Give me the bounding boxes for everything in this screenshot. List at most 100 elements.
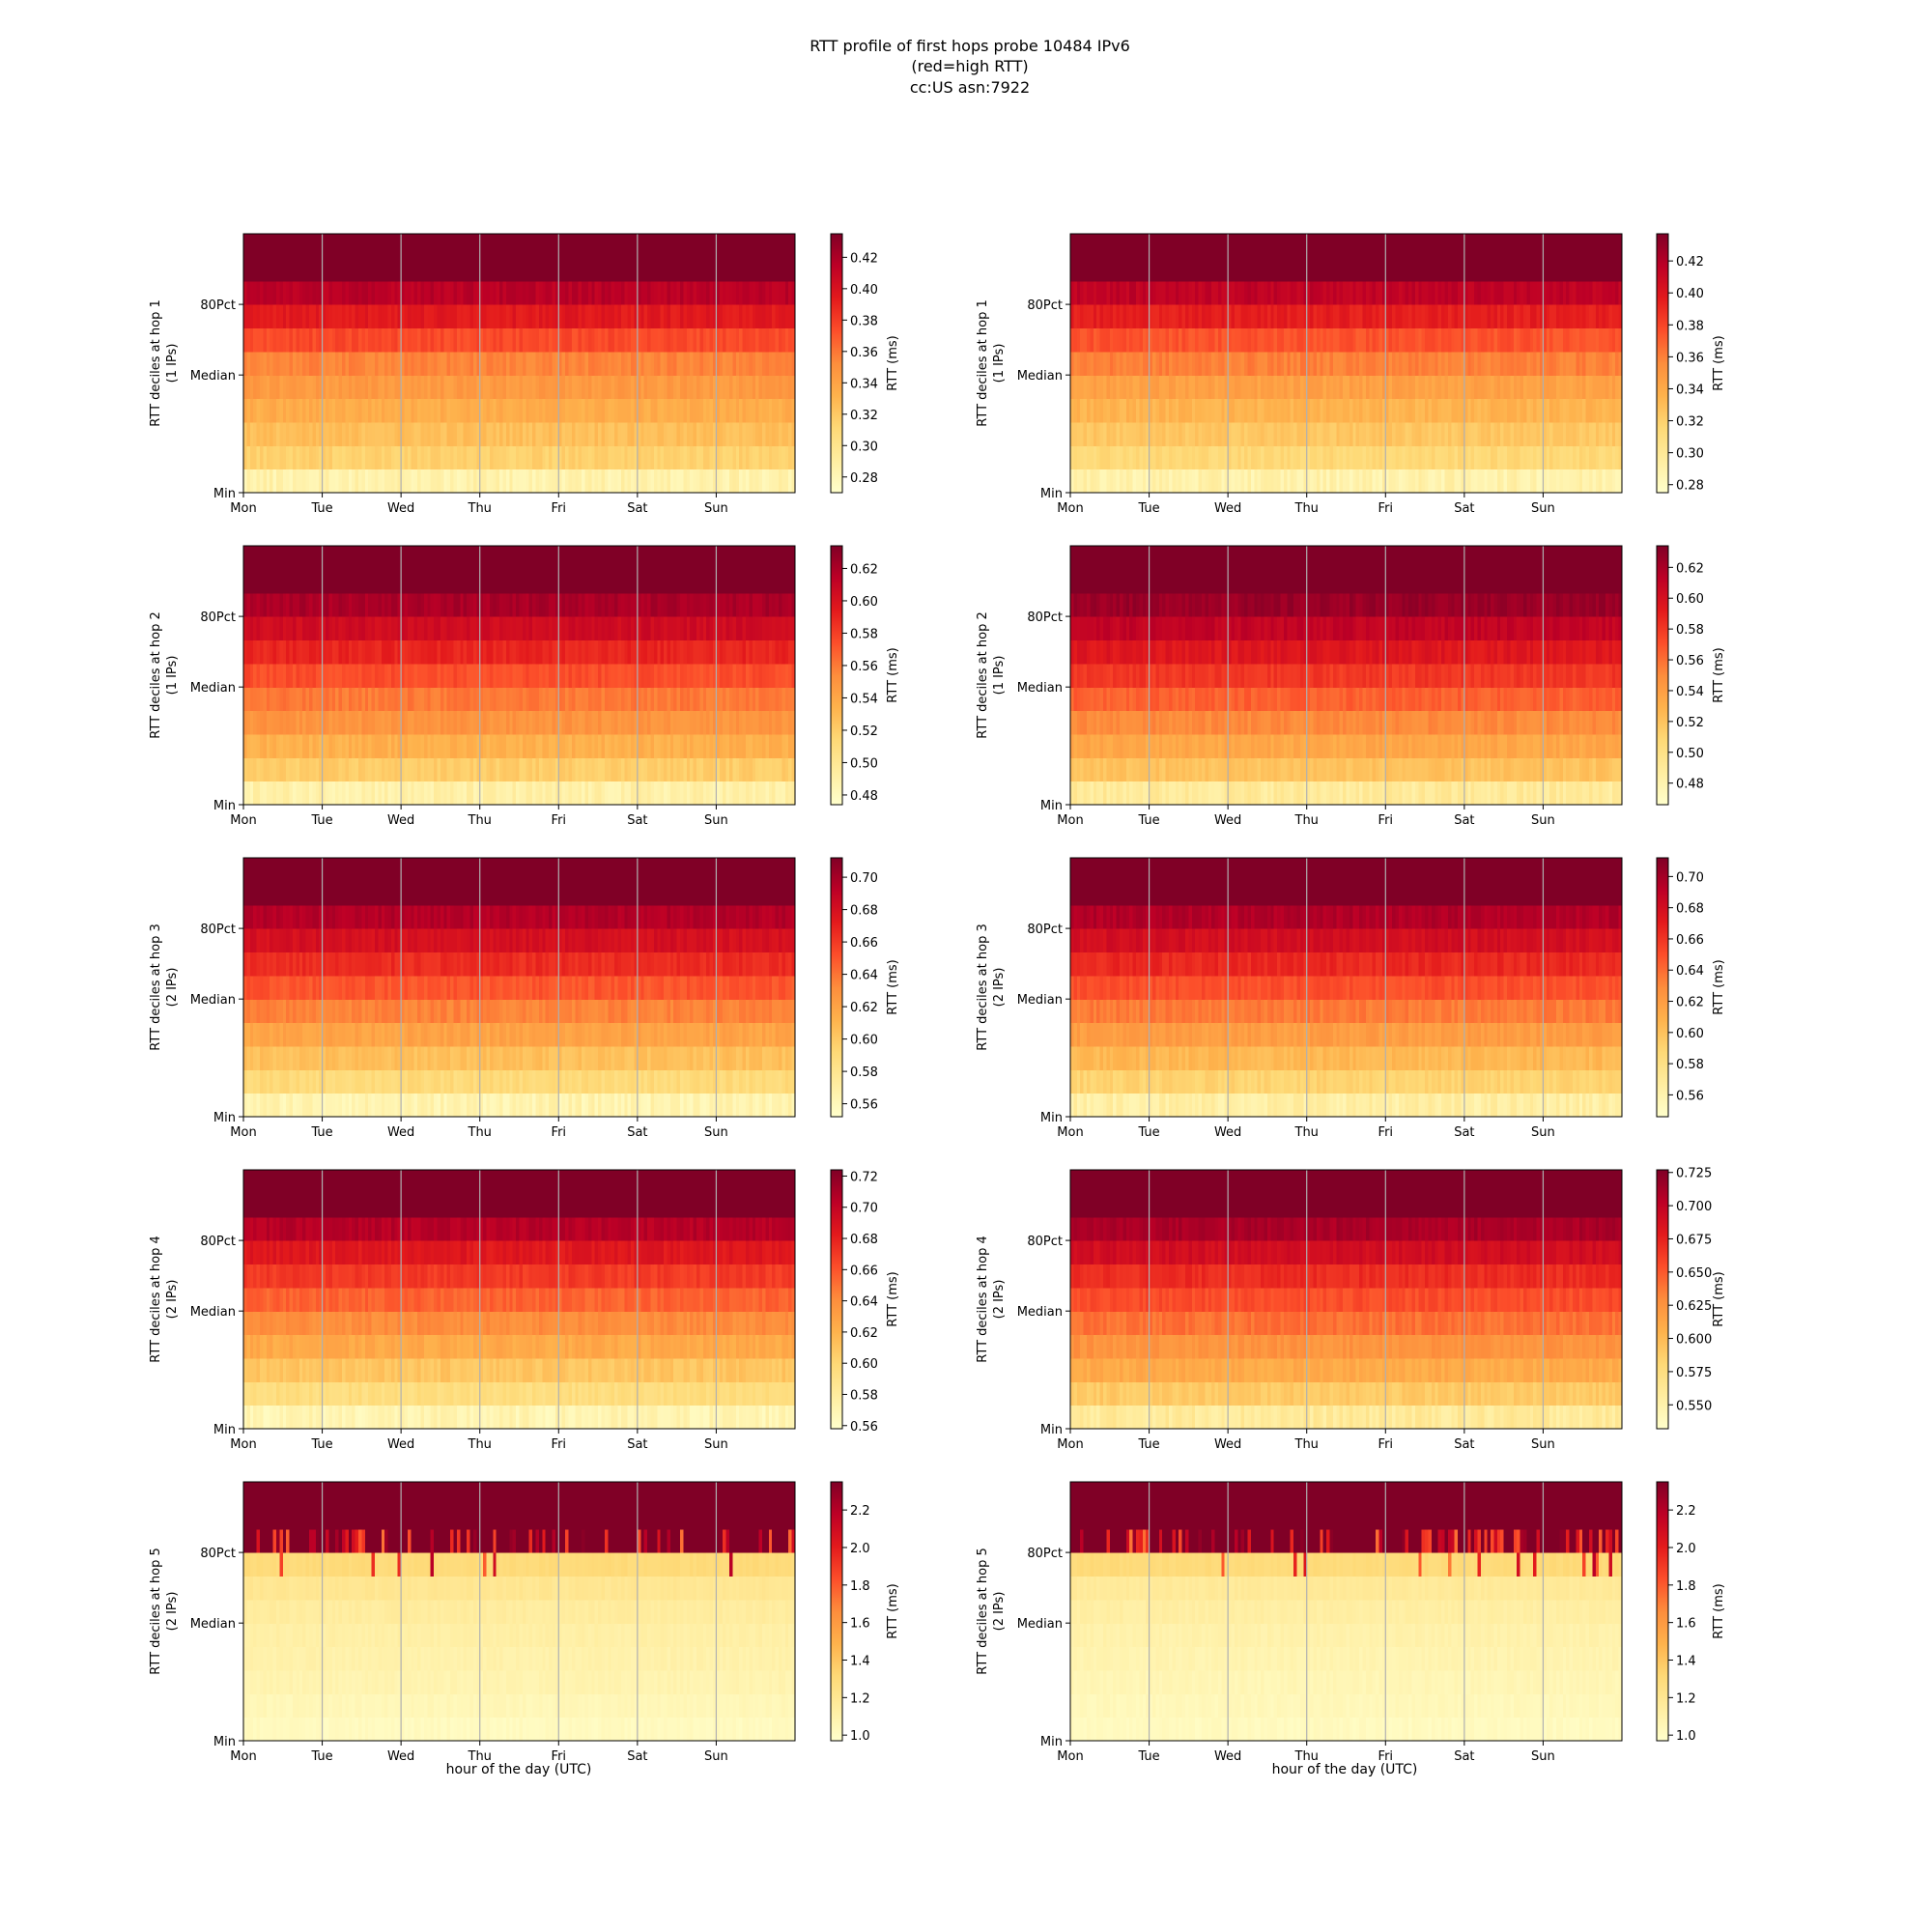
heatmap-cell	[653, 375, 658, 400]
heatmap-cell	[413, 421, 418, 446]
heatmap-cell	[275, 710, 280, 735]
heatmap-cell	[702, 445, 707, 470]
heatmap-cell	[683, 327, 688, 353]
heatmap-cell	[341, 351, 346, 376]
heatmap-cell	[611, 445, 615, 470]
heatmap-cell	[584, 469, 589, 494]
heatmap-cell	[331, 327, 336, 353]
heatmap-cell	[270, 398, 274, 423]
heatmap-cell	[554, 375, 559, 400]
heatmap-cell	[499, 327, 504, 353]
heatmap-cell	[657, 469, 662, 494]
heatmap-cell	[538, 469, 543, 494]
heatmap-cell	[772, 445, 777, 470]
heatmap-cell	[384, 398, 389, 423]
heatmap-cell	[413, 639, 418, 665]
heatmap-cell	[784, 469, 789, 494]
heatmap-cell	[669, 375, 674, 400]
heatmap-cell	[690, 398, 695, 423]
heatmap-cell	[643, 398, 648, 423]
heatmap-cell	[463, 421, 468, 446]
heatmap-cell	[420, 327, 425, 353]
heatmap-cell	[430, 469, 435, 494]
heatmap-cell	[660, 375, 665, 400]
colorbar-gradient	[830, 233, 843, 494]
heatmap-cell	[538, 351, 543, 376]
heatmap-cell	[582, 327, 586, 353]
heatmap-cell	[489, 445, 494, 470]
heatmap-cell	[407, 421, 412, 446]
heatmap-cell	[427, 639, 432, 665]
heatmap-cell	[420, 375, 425, 400]
heatmap-cell	[322, 421, 327, 446]
heatmap-cell	[542, 421, 547, 446]
heatmap-cell	[683, 469, 688, 494]
y-tick-label: Median	[1017, 369, 1063, 384]
heatmap-cell	[387, 421, 392, 446]
heatmap-cell	[456, 445, 461, 470]
heatmap-cell	[361, 445, 366, 470]
heatmap-cell	[611, 375, 615, 400]
heatmap-cell	[554, 398, 559, 423]
heatmap-cell	[502, 398, 507, 423]
heatmap-cell	[683, 351, 688, 376]
heatmap-cell	[289, 280, 294, 305]
heatmap-cell	[286, 398, 291, 423]
heatmap-cell	[371, 280, 376, 305]
heatmap-cell	[657, 351, 662, 376]
heatmap-cell	[335, 445, 340, 470]
heatmap-cell	[647, 421, 652, 446]
heatmap-cell	[519, 469, 524, 494]
heatmap-cell	[699, 445, 704, 470]
heatmap-cell	[456, 398, 461, 423]
heatmap-cell	[669, 327, 674, 353]
heatmap-cell	[302, 469, 307, 494]
heatmap-cell	[680, 421, 685, 446]
heatmap-cell	[746, 375, 751, 400]
heatmap-cell	[371, 375, 376, 400]
heatmap-cell	[378, 398, 383, 423]
heatmap-cell	[725, 445, 730, 470]
colorbar-tick-label: 0.36	[850, 346, 878, 360]
heatmap-cell	[558, 327, 563, 353]
heatmap-cell	[535, 469, 540, 494]
heatmap-cell	[693, 327, 697, 353]
heatmap-cell	[784, 398, 789, 423]
heatmap-cell	[775, 351, 780, 376]
heatmap-cell	[286, 327, 291, 353]
heatmap-cell	[259, 280, 264, 305]
heatmap-cell	[378, 469, 383, 494]
heatmap-cell	[620, 421, 625, 446]
heatmap-cell	[302, 398, 307, 423]
heatmap-cell	[538, 421, 543, 446]
heatmap-cell	[545, 398, 550, 423]
heatmap-cell	[772, 469, 777, 494]
heatmap-cell	[676, 421, 681, 446]
heatmap-cell	[371, 757, 376, 782]
heatmap-cell	[781, 375, 786, 400]
heatmap-cell	[505, 469, 510, 494]
heatmap-cell	[667, 445, 671, 470]
heatmap-cell	[758, 351, 763, 376]
colorbar-tick-label: 0.34	[850, 377, 878, 391]
heatmap-cell	[361, 280, 366, 305]
heatmap-cell	[387, 327, 392, 353]
heatmap-cell	[552, 445, 556, 470]
heatmap-cell	[394, 421, 399, 446]
heatmap-cell	[611, 351, 615, 376]
heatmap-cell	[420, 351, 425, 376]
heatmap-cell	[275, 327, 280, 353]
heatmap-cell	[361, 469, 366, 494]
heatmap-cell	[614, 469, 619, 494]
heatmap-cell	[463, 375, 468, 400]
heatmap-cell	[296, 327, 300, 353]
heatmap-cell	[549, 398, 554, 423]
heatmap-cell	[791, 421, 796, 446]
heatmap-cell	[453, 257, 458, 282]
heatmap-cell	[305, 733, 310, 758]
heatmap-cell	[493, 421, 497, 446]
heatmap-cell	[624, 327, 629, 353]
heatmap-cell	[768, 469, 773, 494]
heatmap-cell	[752, 445, 756, 470]
